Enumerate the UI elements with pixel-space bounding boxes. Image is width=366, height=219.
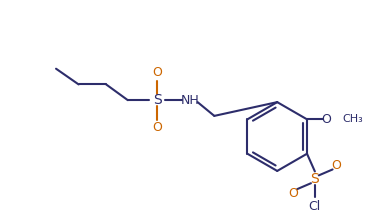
Text: O: O [332,159,341,172]
Text: O: O [152,121,162,134]
Text: O: O [322,113,332,126]
Text: O: O [152,66,162,79]
Text: S: S [310,172,319,186]
Text: Cl: Cl [309,200,321,213]
Text: CH₃: CH₃ [343,114,363,124]
Text: S: S [153,93,162,107]
Text: O: O [288,187,298,200]
Text: NH: NH [180,94,199,107]
